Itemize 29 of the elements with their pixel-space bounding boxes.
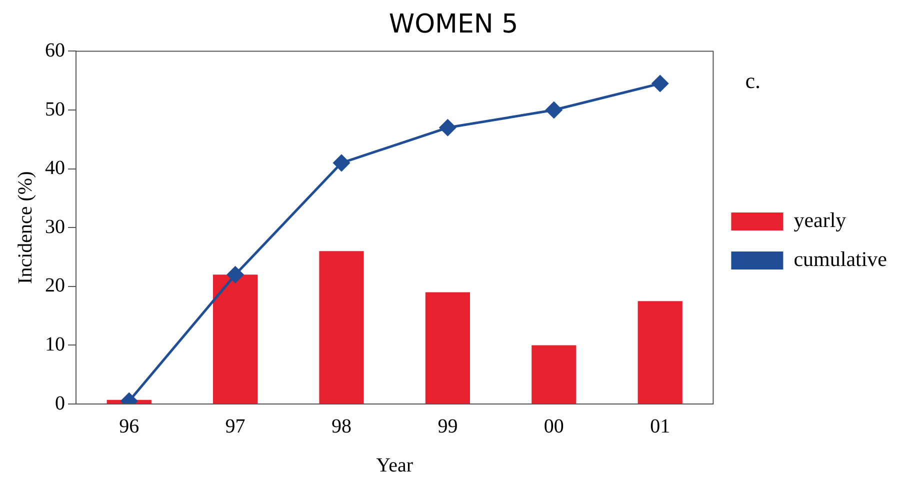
x-tick-label: 99	[438, 415, 458, 438]
x-tick-label: 97	[225, 415, 246, 438]
y-axis-title: Incidence (%)	[14, 171, 36, 284]
y-tick-label: 50	[45, 98, 65, 120]
legend-label: cumulative	[794, 247, 888, 272]
x-tick-label: 96	[119, 415, 140, 438]
y-tick-label: 10	[45, 333, 65, 356]
point	[546, 102, 562, 118]
y-tick-label: 40	[45, 157, 65, 180]
bar	[532, 345, 576, 404]
point	[439, 119, 456, 136]
text: c.	[745, 68, 760, 93]
bar	[319, 251, 364, 404]
x-tick-label: 98	[332, 415, 352, 438]
bar	[638, 301, 682, 404]
y-tick-label: 20	[45, 274, 65, 297]
y-tick-label: 0	[55, 392, 65, 414]
x-axis-title: Year	[376, 454, 414, 476]
point	[227, 266, 244, 283]
x-tick-label: 01	[650, 415, 670, 438]
y-tick-label: 30	[45, 216, 65, 238]
bar	[425, 292, 470, 404]
legend-label: yearly	[794, 208, 847, 232]
x-tick-label: 00	[544, 415, 564, 438]
y-tick-label: 60	[45, 39, 65, 62]
bar	[213, 274, 258, 404]
chart-title: WOMEN 5	[388, 9, 518, 40]
point	[333, 154, 350, 172]
point	[652, 75, 668, 92]
